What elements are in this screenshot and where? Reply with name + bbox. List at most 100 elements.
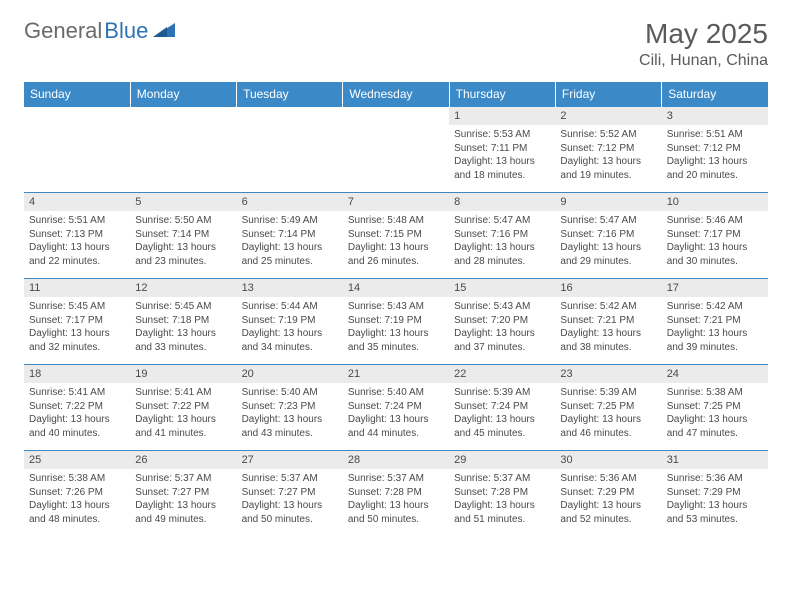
day-header: Sunday [24,82,130,107]
day-details: Sunrise: 5:37 AMSunset: 7:27 PMDaylight:… [130,469,236,528]
calendar-cell: 19Sunrise: 5:41 AMSunset: 7:22 PMDayligh… [130,365,236,451]
calendar-cell [130,107,236,193]
day-details: Sunrise: 5:37 AMSunset: 7:27 PMDaylight:… [237,469,343,528]
calendar-cell: 20Sunrise: 5:40 AMSunset: 7:23 PMDayligh… [237,365,343,451]
day-details: Sunrise: 5:43 AMSunset: 7:19 PMDaylight:… [343,297,449,356]
day-details: Sunrise: 5:38 AMSunset: 7:26 PMDaylight:… [24,469,130,528]
day-header: Thursday [449,82,555,107]
calendar-cell: 4Sunrise: 5:51 AMSunset: 7:13 PMDaylight… [24,193,130,279]
calendar-cell: 22Sunrise: 5:39 AMSunset: 7:24 PMDayligh… [449,365,555,451]
day-number: 24 [662,365,768,383]
day-details: Sunrise: 5:40 AMSunset: 7:23 PMDaylight:… [237,383,343,442]
calendar-cell [237,107,343,193]
calendar-cell: 8Sunrise: 5:47 AMSunset: 7:16 PMDaylight… [449,193,555,279]
calendar-cell: 7Sunrise: 5:48 AMSunset: 7:15 PMDaylight… [343,193,449,279]
day-number: 11 [24,279,130,297]
calendar-cell: 18Sunrise: 5:41 AMSunset: 7:22 PMDayligh… [24,365,130,451]
day-details: Sunrise: 5:47 AMSunset: 7:16 PMDaylight:… [555,211,661,270]
calendar-cell: 11Sunrise: 5:45 AMSunset: 7:17 PMDayligh… [24,279,130,365]
calendar-cell: 5Sunrise: 5:50 AMSunset: 7:14 PMDaylight… [130,193,236,279]
day-number: 1 [449,107,555,125]
day-details: Sunrise: 5:41 AMSunset: 7:22 PMDaylight:… [24,383,130,442]
day-number: 14 [343,279,449,297]
calendar-cell: 13Sunrise: 5:44 AMSunset: 7:19 PMDayligh… [237,279,343,365]
day-number: 3 [662,107,768,125]
day-details: Sunrise: 5:39 AMSunset: 7:24 PMDaylight:… [449,383,555,442]
day-number: 8 [449,193,555,211]
day-details: Sunrise: 5:49 AMSunset: 7:14 PMDaylight:… [237,211,343,270]
day-details: Sunrise: 5:42 AMSunset: 7:21 PMDaylight:… [662,297,768,356]
calendar-row: 25Sunrise: 5:38 AMSunset: 7:26 PMDayligh… [24,451,768,537]
day-header: Friday [555,82,661,107]
day-number: 10 [662,193,768,211]
day-number: 25 [24,451,130,469]
day-details: Sunrise: 5:41 AMSunset: 7:22 PMDaylight:… [130,383,236,442]
calendar-cell: 26Sunrise: 5:37 AMSunset: 7:27 PMDayligh… [130,451,236,537]
day-number: 23 [555,365,661,383]
calendar-cell: 15Sunrise: 5:43 AMSunset: 7:20 PMDayligh… [449,279,555,365]
location-label: Cili, Hunan, China [639,52,768,70]
day-number: 21 [343,365,449,383]
day-details: Sunrise: 5:36 AMSunset: 7:29 PMDaylight:… [662,469,768,528]
header: General Blue May 2025 Cili, Hunan, China [24,18,768,70]
day-details: Sunrise: 5:53 AMSunset: 7:11 PMDaylight:… [449,125,555,184]
month-title: May 2025 [639,18,768,50]
day-header: Tuesday [237,82,343,107]
day-number: 19 [130,365,236,383]
day-details: Sunrise: 5:39 AMSunset: 7:25 PMDaylight:… [555,383,661,442]
day-details: Sunrise: 5:36 AMSunset: 7:29 PMDaylight:… [555,469,661,528]
logo-text-general: General [24,18,102,44]
calendar-cell: 28Sunrise: 5:37 AMSunset: 7:28 PMDayligh… [343,451,449,537]
day-header: Saturday [662,82,768,107]
day-number: 18 [24,365,130,383]
calendar-row: 1Sunrise: 5:53 AMSunset: 7:11 PMDaylight… [24,107,768,193]
day-number: 28 [343,451,449,469]
day-header: Monday [130,82,236,107]
calendar-cell: 31Sunrise: 5:36 AMSunset: 7:29 PMDayligh… [662,451,768,537]
calendar-row: 4Sunrise: 5:51 AMSunset: 7:13 PMDaylight… [24,193,768,279]
calendar-page: General Blue May 2025 Cili, Hunan, China… [0,0,792,555]
logo: General Blue [24,18,175,44]
title-block: May 2025 Cili, Hunan, China [639,18,768,70]
day-number: 22 [449,365,555,383]
day-number: 2 [555,107,661,125]
day-number: 16 [555,279,661,297]
calendar-cell: 1Sunrise: 5:53 AMSunset: 7:11 PMDaylight… [449,107,555,193]
day-details: Sunrise: 5:51 AMSunset: 7:13 PMDaylight:… [24,211,130,270]
day-number: 5 [130,193,236,211]
calendar-cell: 23Sunrise: 5:39 AMSunset: 7:25 PMDayligh… [555,365,661,451]
calendar-cell: 6Sunrise: 5:49 AMSunset: 7:14 PMDaylight… [237,193,343,279]
calendar-row: 11Sunrise: 5:45 AMSunset: 7:17 PMDayligh… [24,279,768,365]
day-details: Sunrise: 5:40 AMSunset: 7:24 PMDaylight:… [343,383,449,442]
day-details: Sunrise: 5:37 AMSunset: 7:28 PMDaylight:… [449,469,555,528]
day-number: 12 [130,279,236,297]
day-number: 4 [24,193,130,211]
calendar-cell: 10Sunrise: 5:46 AMSunset: 7:17 PMDayligh… [662,193,768,279]
day-details: Sunrise: 5:42 AMSunset: 7:21 PMDaylight:… [555,297,661,356]
day-details: Sunrise: 5:52 AMSunset: 7:12 PMDaylight:… [555,125,661,184]
calendar-cell [343,107,449,193]
calendar-cell: 25Sunrise: 5:38 AMSunset: 7:26 PMDayligh… [24,451,130,537]
calendar-cell: 16Sunrise: 5:42 AMSunset: 7:21 PMDayligh… [555,279,661,365]
day-number: 7 [343,193,449,211]
day-details: Sunrise: 5:51 AMSunset: 7:12 PMDaylight:… [662,125,768,184]
day-number: 6 [237,193,343,211]
day-header: Wednesday [343,82,449,107]
day-number: 20 [237,365,343,383]
calendar-cell: 9Sunrise: 5:47 AMSunset: 7:16 PMDaylight… [555,193,661,279]
calendar-cell: 14Sunrise: 5:43 AMSunset: 7:19 PMDayligh… [343,279,449,365]
day-number: 31 [662,451,768,469]
day-number: 29 [449,451,555,469]
calendar-body: 1Sunrise: 5:53 AMSunset: 7:11 PMDaylight… [24,107,768,537]
calendar-table: SundayMondayTuesdayWednesdayThursdayFrid… [24,82,768,537]
day-details: Sunrise: 5:47 AMSunset: 7:16 PMDaylight:… [449,211,555,270]
calendar-cell: 3Sunrise: 5:51 AMSunset: 7:12 PMDaylight… [662,107,768,193]
logo-triangle-icon [153,21,175,42]
day-number: 30 [555,451,661,469]
day-number: 26 [130,451,236,469]
day-details: Sunrise: 5:45 AMSunset: 7:18 PMDaylight:… [130,297,236,356]
calendar-cell: 27Sunrise: 5:37 AMSunset: 7:27 PMDayligh… [237,451,343,537]
day-details: Sunrise: 5:45 AMSunset: 7:17 PMDaylight:… [24,297,130,356]
day-details: Sunrise: 5:43 AMSunset: 7:20 PMDaylight:… [449,297,555,356]
day-details: Sunrise: 5:46 AMSunset: 7:17 PMDaylight:… [662,211,768,270]
